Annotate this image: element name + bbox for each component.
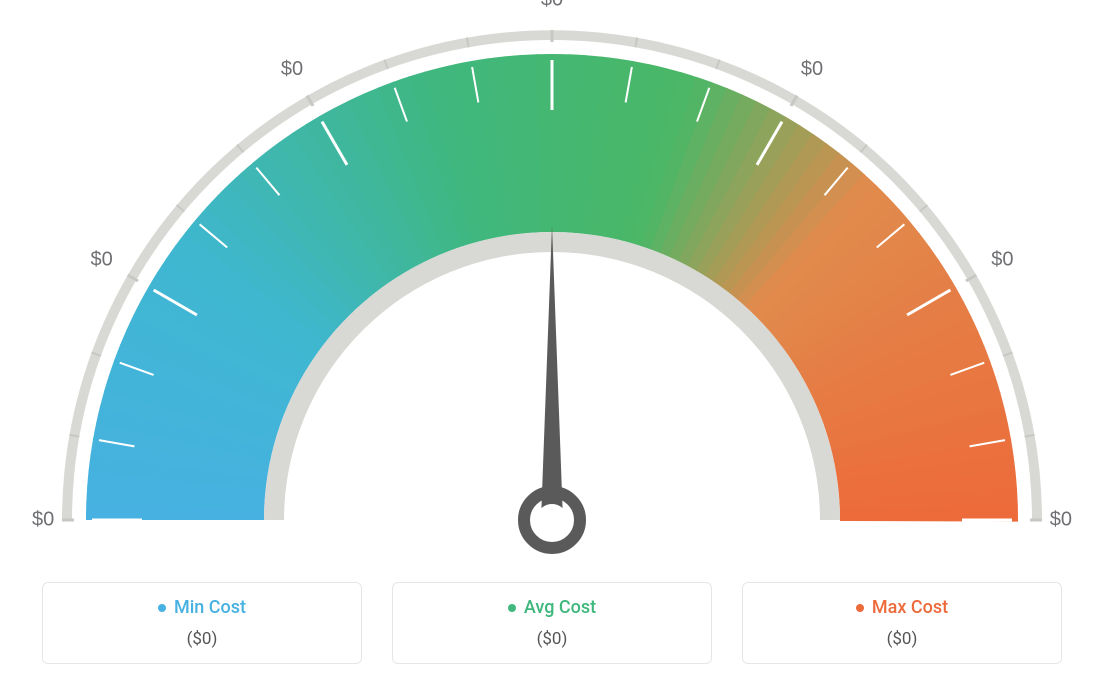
svg-text:$0: $0 <box>991 248 1013 270</box>
svg-text:$0: $0 <box>541 0 563 10</box>
gauge-chart: $0 $0 $0 $0 $0 $0 $0 <box>0 0 1104 560</box>
legend-label-min: Min Cost <box>174 597 246 619</box>
legend-title-max: Max Cost <box>856 597 948 619</box>
legend-card-max: Max Cost ($0) <box>742 582 1062 664</box>
legend-value-min: ($0) <box>43 629 361 649</box>
legend-value-max: ($0) <box>743 629 1061 649</box>
legend-dot-avg <box>508 604 516 612</box>
legend-title-min: Min Cost <box>158 597 246 619</box>
svg-text:$0: $0 <box>91 248 113 270</box>
legend-row: Min Cost ($0) Avg Cost ($0) Max Cost ($0… <box>42 582 1062 664</box>
gauge-svg: $0 $0 $0 $0 $0 $0 $0 <box>0 0 1104 560</box>
legend-card-avg: Avg Cost ($0) <box>392 582 712 664</box>
legend-value-avg: ($0) <box>393 629 711 649</box>
legend-label-max: Max Cost <box>872 597 948 619</box>
legend-title-avg: Avg Cost <box>508 597 596 619</box>
legend-label-avg: Avg Cost <box>524 597 596 619</box>
svg-text:$0: $0 <box>32 508 54 530</box>
svg-text:$0: $0 <box>1050 508 1072 530</box>
svg-text:$0: $0 <box>281 58 303 80</box>
legend-dot-max <box>856 604 864 612</box>
svg-text:$0: $0 <box>801 58 823 80</box>
legend-dot-min <box>158 604 166 612</box>
legend-card-min: Min Cost ($0) <box>42 582 362 664</box>
